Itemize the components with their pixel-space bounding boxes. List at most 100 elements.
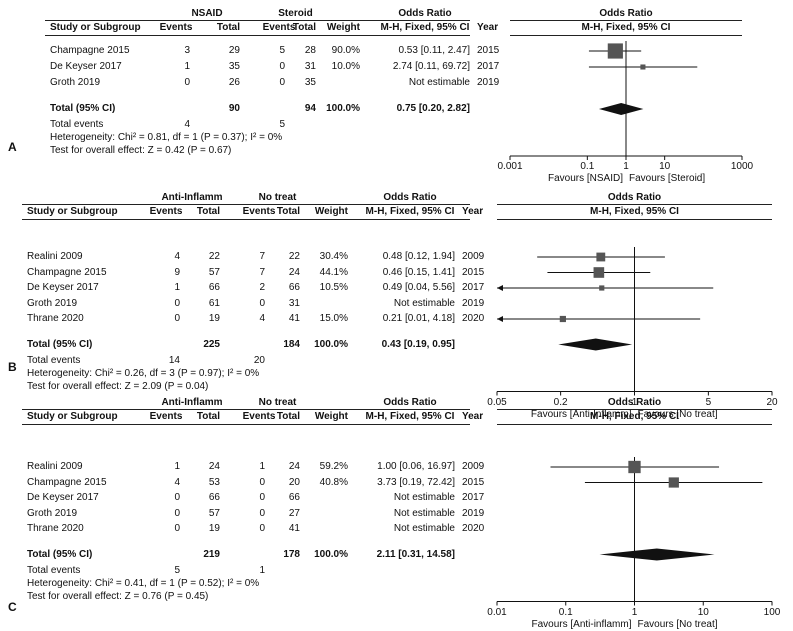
year: 2017 (462, 492, 485, 503)
total-events-2: 1 (259, 564, 265, 576)
col-events-1: Events (149, 411, 183, 422)
study-name: Realini 2009 (27, 461, 83, 472)
col-weight: Weight (314, 206, 348, 217)
events-1: 4 (174, 476, 180, 488)
year: 2015 (462, 476, 485, 488)
total-events-label: Total events (50, 119, 104, 130)
x-tick-label: 1000 (730, 161, 754, 172)
odds-ratio-ci: Not estimable (393, 507, 455, 519)
favours-left: Favours [NSAID] (547, 173, 623, 184)
odds-ratio-ci: Not estimable (393, 492, 455, 503)
odds-ratio-ci: 0.46 [0.15, 1.41] (382, 266, 455, 278)
study-name: Realini 2009 (27, 251, 83, 262)
plot-header: Odds Ratio (599, 8, 653, 19)
header-rule-top (45, 20, 470, 21)
total-2: 22 (288, 251, 300, 262)
total-label: Total (95% CI) (27, 548, 93, 560)
heterogeneity: Heterogeneity: Chi² = 0.81, df = 1 (P = … (50, 132, 283, 143)
col-year: Year (477, 22, 499, 33)
total-1: 61 (208, 297, 220, 309)
favours-right: Favours [No treat] (637, 408, 718, 420)
group-header-1: Anti-Inflamm (161, 192, 223, 203)
col-weight: Weight (314, 411, 348, 422)
study-name: Thrane 2020 (27, 313, 84, 324)
plot-header-rule-top (497, 204, 772, 205)
year: 2019 (477, 77, 500, 88)
events-2: 1 (259, 461, 265, 472)
header-rule-bottom (22, 219, 470, 220)
weight: 59.2% (319, 461, 348, 472)
study-name: De Keyser 2017 (27, 282, 99, 293)
plot-header-rule-bottom (497, 424, 772, 425)
x-tick-label: 0.001 (497, 161, 523, 172)
col-ci: M-H, Fixed, 95% CI (365, 411, 455, 422)
total-weight: 100.0% (326, 103, 360, 114)
odds-ratio-ci: 0.53 [0.11, 2.47] (398, 45, 470, 56)
point-estimate (607, 43, 623, 59)
col-year: Year (462, 206, 484, 217)
x-tick-label: 1 (623, 161, 629, 172)
panel-label: A (8, 140, 17, 154)
col-study: Study or Subgroup (50, 22, 141, 33)
weight: 15.0% (319, 313, 348, 324)
odds-ratio-header: Odds Ratio (398, 8, 452, 19)
total-2: 24 (288, 461, 300, 472)
x-tick-label: 10 (659, 161, 671, 172)
total-1: 29 (228, 45, 240, 56)
total-1: 19 (208, 313, 220, 324)
total-2: 20 (288, 476, 300, 488)
panel-label: B (8, 360, 17, 374)
events-2: 0 (279, 61, 285, 72)
col-total-1: Total (216, 22, 240, 33)
col-total-2: Total (276, 206, 300, 217)
total-2: 66 (288, 282, 300, 293)
total-2: 28 (304, 45, 316, 56)
total-ci: 0.43 [0.19, 0.95] (381, 338, 455, 350)
overall-effect: Test for overall effect: Z = 0.42 (P = 0… (50, 145, 232, 156)
col-total-2: Total (292, 22, 316, 33)
total-1: 57 (208, 507, 220, 519)
events-1: 0 (174, 507, 180, 519)
total-1: 22 (208, 251, 220, 262)
plot-header-rule-top (510, 20, 742, 21)
events-1: 1 (184, 61, 190, 72)
total-events-2: 5 (279, 119, 285, 130)
odds-ratio-ci: 2.74 [0.11, 69.72] (392, 61, 470, 72)
plot-header: Odds Ratio (607, 192, 662, 203)
x-tick-label: 1 (631, 606, 638, 618)
plot-header-rule-top (497, 409, 772, 410)
header-rule-top (22, 204, 470, 205)
total-total-1: 219 (203, 548, 220, 560)
year: 2020 (462, 523, 485, 534)
point-estimate (596, 252, 606, 262)
total-events-label: Total events (27, 564, 81, 576)
events-1: 3 (184, 45, 190, 56)
events-1: 4 (174, 251, 180, 262)
summary-diamond (558, 338, 633, 351)
col-total-1: Total (196, 206, 220, 217)
total-1: 57 (208, 266, 220, 278)
events-2: 0 (259, 523, 265, 534)
favours-left: Favours [Anti-inflamm] (531, 618, 632, 630)
forest-plot-svg (496, 457, 773, 606)
x-tick-label: 0.1 (558, 606, 573, 618)
total-1: 19 (208, 523, 220, 534)
point-estimate (599, 285, 605, 291)
col-events-1: Events (159, 22, 193, 33)
total-2: 27 (288, 507, 300, 519)
year: 2019 (462, 507, 485, 519)
x-tick-label: 100 (763, 606, 781, 618)
total-2: 41 (288, 523, 300, 534)
plot-subheader: M-H, Fixed, 95% CI (581, 22, 671, 33)
odds-ratio-ci: 1.00 [0.06, 16.97] (377, 461, 455, 472)
group-header-2: Steroid (278, 8, 313, 19)
x-tick-label: 0.01 (487, 606, 507, 618)
total-2: 24 (288, 266, 300, 278)
total-1: 66 (208, 492, 220, 503)
panel-label: C (8, 600, 17, 614)
events-2: 0 (259, 297, 265, 309)
total-2: 41 (288, 313, 300, 324)
study-name: Champagne 2015 (27, 266, 107, 278)
events-2: 7 (259, 251, 265, 262)
weight: 10.5% (319, 282, 348, 293)
